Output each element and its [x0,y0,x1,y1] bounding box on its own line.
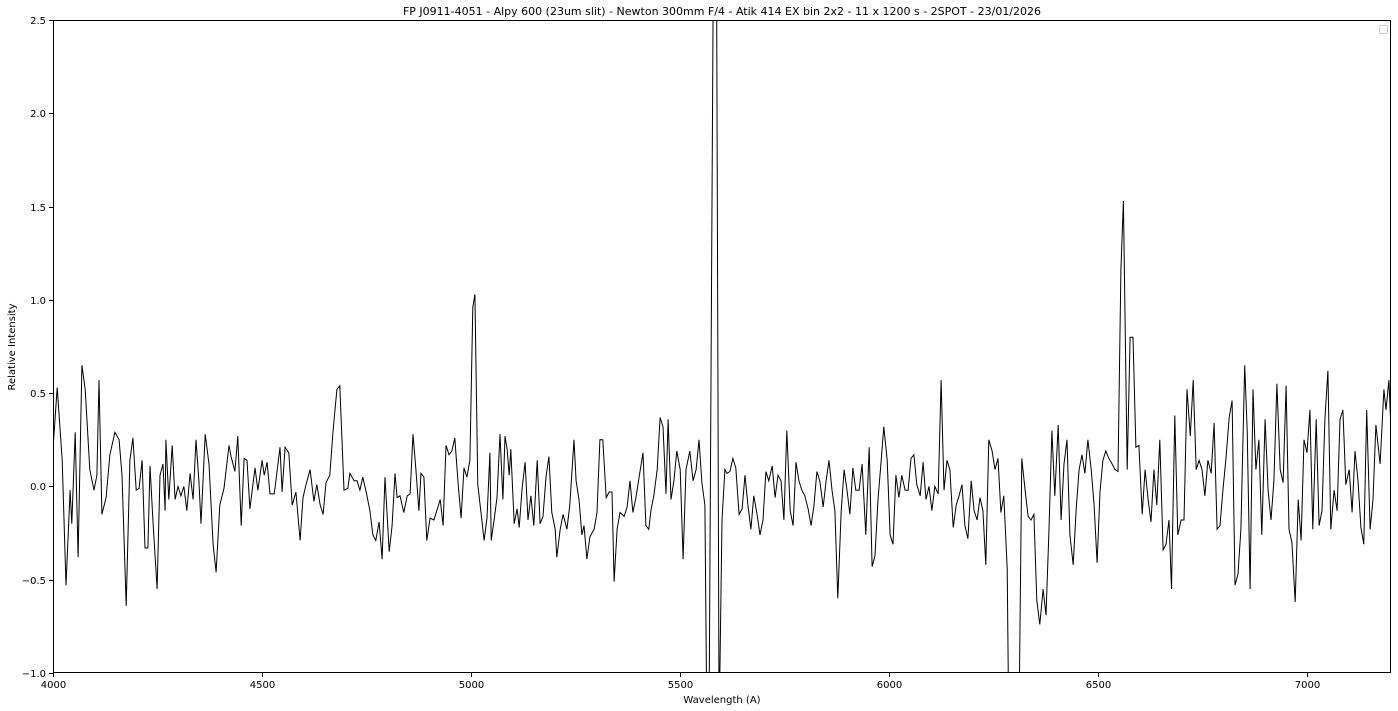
y-tick: 2.5 [30,16,53,27]
x-tick: 4500 [250,673,275,691]
y-tick: −0.5 [22,576,53,587]
x-tick-label: 5000 [459,680,484,691]
x-tick-label: 6000 [877,680,902,691]
x-tick-label: 5500 [668,680,693,691]
x-tick-label: 4000 [41,680,66,691]
x-axis: 4000 4500 5000 5500 6000 6500 7000 [41,673,1320,691]
plot-frame [53,20,1391,673]
y-tick: 1.5 [30,203,53,214]
chart-title: FP J0911-4051 - Alpy 600 (23um slit) - N… [403,5,1041,18]
x-tick-label: 6500 [1086,680,1111,691]
y-tick-label: −1.0 [22,669,46,680]
y-axis-label: Relative Intensity [7,303,18,390]
y-tick-label: 2.5 [30,16,46,27]
x-tick: 7000 [1295,673,1320,691]
x-axis-label: Wavelength (A) [683,695,760,706]
y-tick: −1.0 [22,669,53,680]
x-tick: 6000 [877,673,902,691]
y-tick: 2.0 [30,109,53,120]
y-tick-label: 1.0 [30,296,46,307]
x-tick: 6500 [1086,673,1111,691]
y-tick: 1.0 [30,296,53,307]
x-tick: 4000 [41,673,66,691]
spectrum-line [53,20,1391,673]
y-tick-label: 1.5 [30,203,46,214]
x-tick-label: 4500 [250,680,275,691]
x-tick: 5500 [668,673,693,691]
y-tick-label: −0.5 [22,576,46,587]
y-tick-label: 2.0 [30,109,46,120]
y-tick-label: 0.5 [30,389,46,400]
x-tick: 5000 [459,673,484,691]
y-axis: −1.0 −0.5 0.0 0.5 1.0 1.5 2.0 2.5 [22,16,53,680]
y-tick: 0.0 [30,482,53,493]
legend-box [1379,25,1388,34]
y-tick: 0.5 [30,389,53,400]
x-tick-label: 7000 [1295,680,1320,691]
y-tick-label: 0.0 [30,482,46,493]
